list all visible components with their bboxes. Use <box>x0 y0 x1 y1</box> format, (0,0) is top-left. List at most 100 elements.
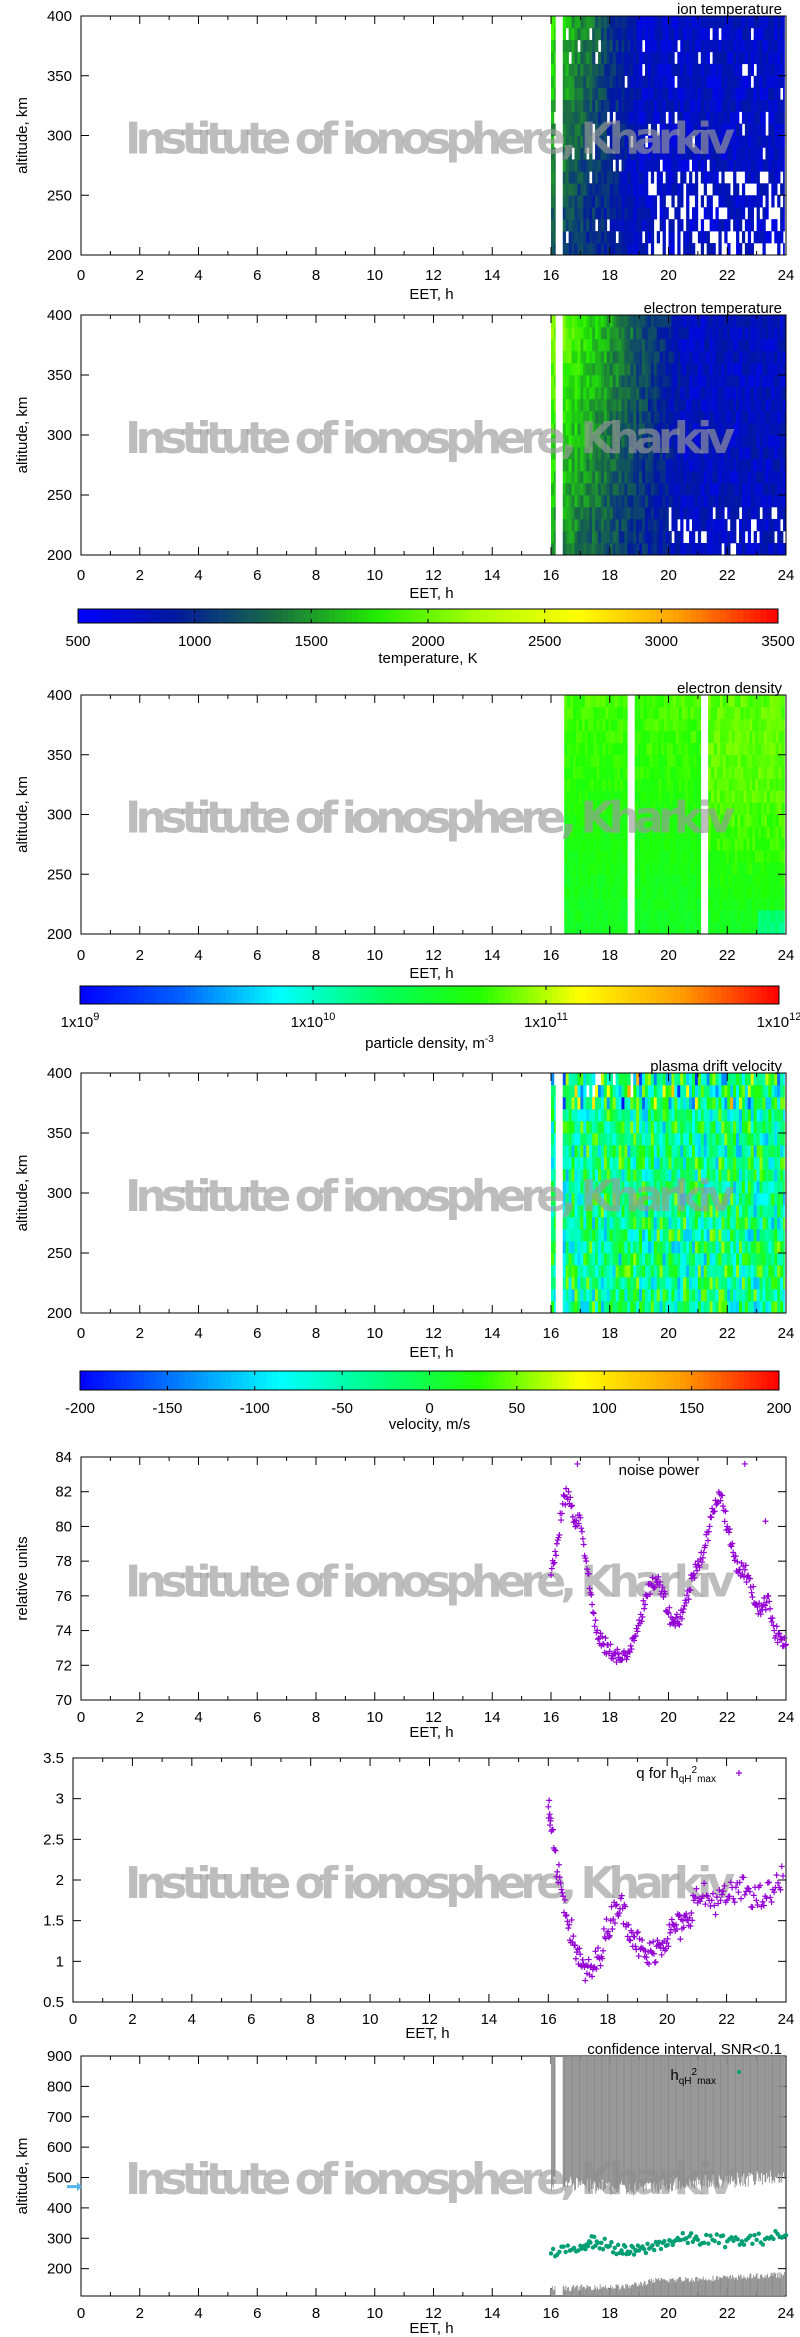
heatmap-cell <box>551 159 555 172</box>
heatmap-cell <box>771 51 775 65</box>
heatmap-cell <box>747 435 752 448</box>
heatmap-cell <box>606 1145 611 1158</box>
heatmap-cell <box>600 1169 605 1182</box>
heatmap-cell <box>586 435 590 448</box>
heatmap-cell <box>677 135 681 148</box>
heatmap-cell <box>603 1241 608 1254</box>
heatmap-cell <box>618 387 622 400</box>
heatmap-cell <box>562 351 566 364</box>
heatmap-cell <box>671 195 675 208</box>
heatmap-cell <box>615 195 619 208</box>
heatmap-cell <box>693 874 697 887</box>
heatmap-cell <box>749 706 753 720</box>
heatmap-cell <box>765 147 769 160</box>
heatmap-cell <box>700 195 705 208</box>
heatmap-cell <box>589 1241 593 1254</box>
heatmap-cell <box>756 351 760 364</box>
heatmap-cell <box>618 399 622 412</box>
heatmap-cell <box>700 495 705 508</box>
heatmap-cell <box>737 730 741 744</box>
heatmap-cell <box>577 327 581 340</box>
heatmap-cell <box>592 16 596 29</box>
heatmap-cell <box>608 886 612 899</box>
heatmap-cell <box>652 838 656 851</box>
heatmap-cell <box>659 507 663 520</box>
heatmap-cell <box>727 327 731 340</box>
heatmap-cell <box>781 778 785 791</box>
heatmap-cell <box>700 123 705 136</box>
heatmap-cell <box>565 99 569 112</box>
heatmap-cell <box>719 886 724 899</box>
heatmap-cell <box>659 339 663 352</box>
heatmap-cell <box>606 543 611 556</box>
heatmap-cell <box>783 435 787 448</box>
heatmap-cell <box>646 742 650 756</box>
heatmap-cell <box>680 27 684 41</box>
heatmap-cell <box>677 339 681 352</box>
heatmap-cell <box>578 838 583 851</box>
heatmap-cell <box>645 483 649 496</box>
heatmap-cell <box>665 315 669 328</box>
heatmap-cell <box>622 754 627 767</box>
heatmap-cell <box>697 495 702 508</box>
heatmap-cell <box>603 207 608 220</box>
heatmap-cell <box>753 531 757 544</box>
heatmap-cell <box>708 814 712 827</box>
heatmap-cell <box>734 922 738 935</box>
heatmap-cell <box>643 802 647 815</box>
heatmap-cell <box>646 706 650 720</box>
heatmap-cell <box>718 447 722 460</box>
heatmap-cell <box>603 1205 608 1218</box>
heatmap-cell <box>686 411 690 424</box>
heatmap-cell <box>774 315 778 328</box>
heatmap-cell <box>662 387 666 400</box>
heatmap-cell <box>617 814 621 827</box>
heatmap-cell <box>595 495 599 508</box>
heatmap-cell <box>736 231 740 244</box>
heatmap-cell <box>553 16 556 29</box>
heatmap-cell <box>741 327 746 340</box>
heatmap-cell <box>598 231 602 244</box>
heatmap-cell <box>759 219 763 232</box>
heatmap-cell <box>650 327 655 340</box>
heatmap-cell <box>678 790 683 803</box>
heatmap-cell <box>656 447 660 460</box>
y-tick-label: 400 <box>47 307 72 324</box>
heatmap-cell <box>624 87 628 100</box>
heatmap-cell <box>624 471 628 484</box>
heatmap-cell <box>692 423 696 436</box>
heatmap-cell <box>643 718 647 732</box>
heatmap-cell <box>581 826 586 839</box>
heatmap-cell <box>612 1133 616 1146</box>
heatmap-cell <box>553 51 556 65</box>
heatmap-cell <box>593 874 597 887</box>
heatmap-cell <box>570 886 574 899</box>
heatmap-cell <box>618 447 622 460</box>
heatmap-cell <box>598 195 602 208</box>
heatmap-cell <box>750 39 754 53</box>
heatmap-cell <box>615 435 619 448</box>
heatmap-cell <box>734 730 738 744</box>
heatmap-cell <box>750 123 754 136</box>
heatmap-cell <box>749 730 753 744</box>
heatmap-cell <box>575 874 580 887</box>
heatmap-cell <box>553 243 556 256</box>
heatmap-cell <box>721 171 725 184</box>
heatmap-cell <box>649 838 653 851</box>
heatmap-cell <box>598 87 602 100</box>
heatmap-cell <box>736 399 740 412</box>
heatmap-cell <box>618 39 622 53</box>
heatmap-cell <box>780 447 784 460</box>
heatmap-cell <box>656 27 660 41</box>
heatmap-cell <box>598 1265 602 1278</box>
heatmap-cell <box>711 766 715 779</box>
heatmap-cell <box>671 387 675 400</box>
heatmap-cell <box>592 1073 596 1086</box>
heatmap-cell <box>781 718 785 732</box>
heatmap-cell <box>746 766 750 779</box>
heatmap-cell <box>769 910 774 923</box>
heatmap-cell <box>761 910 765 923</box>
heatmap-cell <box>564 802 568 815</box>
heatmap-cell <box>612 183 616 196</box>
heatmap-cell <box>551 63 555 77</box>
